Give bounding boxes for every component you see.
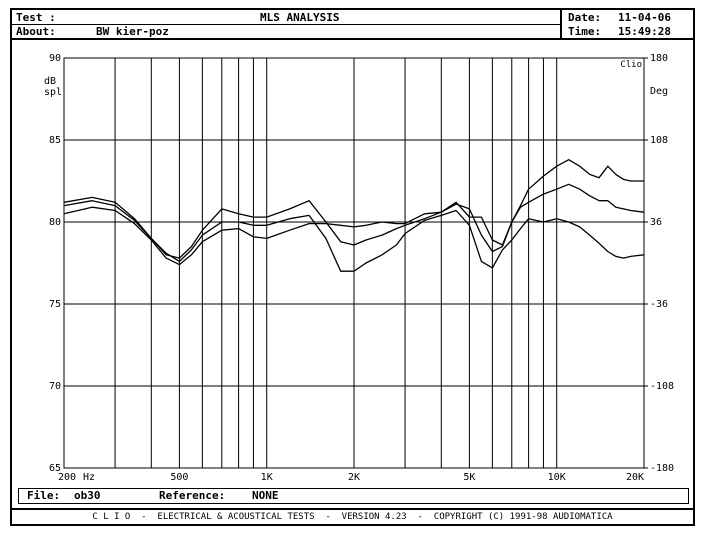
y-tick-label: 65 [49, 463, 61, 474]
reference-value: NONE [252, 489, 279, 502]
window-title: MLS ANALYSIS [260, 11, 340, 24]
y2-tick-label: 108 [650, 135, 668, 146]
time-value: 15:49:28 [618, 25, 671, 38]
header-row-divider [12, 24, 562, 25]
plot-area-border [63, 57, 645, 469]
about-value: BW kier-poz [96, 25, 169, 38]
y-axis-unit: spl [44, 87, 62, 98]
y-tick-label: 80 [49, 217, 61, 228]
x-tick-label: 20K [626, 472, 644, 483]
y-tick-label: 85 [49, 135, 61, 146]
x-tick-label: 200 [58, 472, 76, 483]
test-label: Test : [16, 11, 56, 24]
y-tick-label: 90 [49, 53, 61, 64]
y2-tick-label: -180 [650, 463, 674, 474]
file-value: ob30 [74, 489, 101, 502]
file-info-bar: File: ob30 Reference: NONE [18, 488, 689, 504]
chart-axis-labels: 90 85 80 75 70 65 180 108 36 -36 -108 -180 200 Hz 500 1… [49, 53, 674, 483]
chart-grid [64, 57, 644, 469]
frequency-response-chart: 90 85 80 75 70 65 180 108 36 -36 -108 -180 200 Hz 500 1… [44, 53, 674, 483]
x-tick-label: 1K [261, 472, 273, 483]
header-column-divider [560, 10, 562, 38]
y2-axis-label: Deg [650, 86, 668, 97]
date-value: 11-04-06 [618, 11, 671, 24]
about-label: About: [16, 25, 56, 38]
file-label: File: [27, 489, 61, 502]
clio-window: Test : About: BW kier-poz MLS ANALYSIS D… [10, 8, 695, 526]
x-tick-label: 5K [463, 472, 475, 483]
reference-label: Reference: [159, 489, 226, 502]
x-tick-label: 10K [548, 472, 566, 483]
clio-watermark: Clio [620, 60, 642, 70]
response-curve-1 [63, 183, 645, 259]
response-curve-3 [63, 159, 644, 266]
y-tick-label: 70 [49, 381, 61, 392]
header-panel: Test : About: BW kier-poz MLS ANALYSIS D… [12, 10, 693, 40]
chart-curves [63, 159, 645, 272]
date-label: Date: [568, 11, 602, 24]
copyright-footer: C L I O - ELECTRICAL & ACOUSTICAL TESTS … [12, 508, 693, 524]
y-tick-label: 75 [49, 299, 61, 310]
y2-tick-label: -108 [650, 381, 674, 392]
x-tick-label: 2K [348, 472, 360, 483]
x-tick-label: 500 [170, 472, 188, 483]
y2-tick-label: 180 [650, 53, 668, 64]
y2-tick-label: 36 [650, 217, 662, 228]
response-curve-2 [63, 200, 645, 272]
y2-tick-label: -36 [650, 299, 668, 310]
x-tick-label: Hz [83, 472, 95, 483]
y-axis-label: dB [44, 76, 56, 87]
time-label: Time: [568, 25, 602, 38]
